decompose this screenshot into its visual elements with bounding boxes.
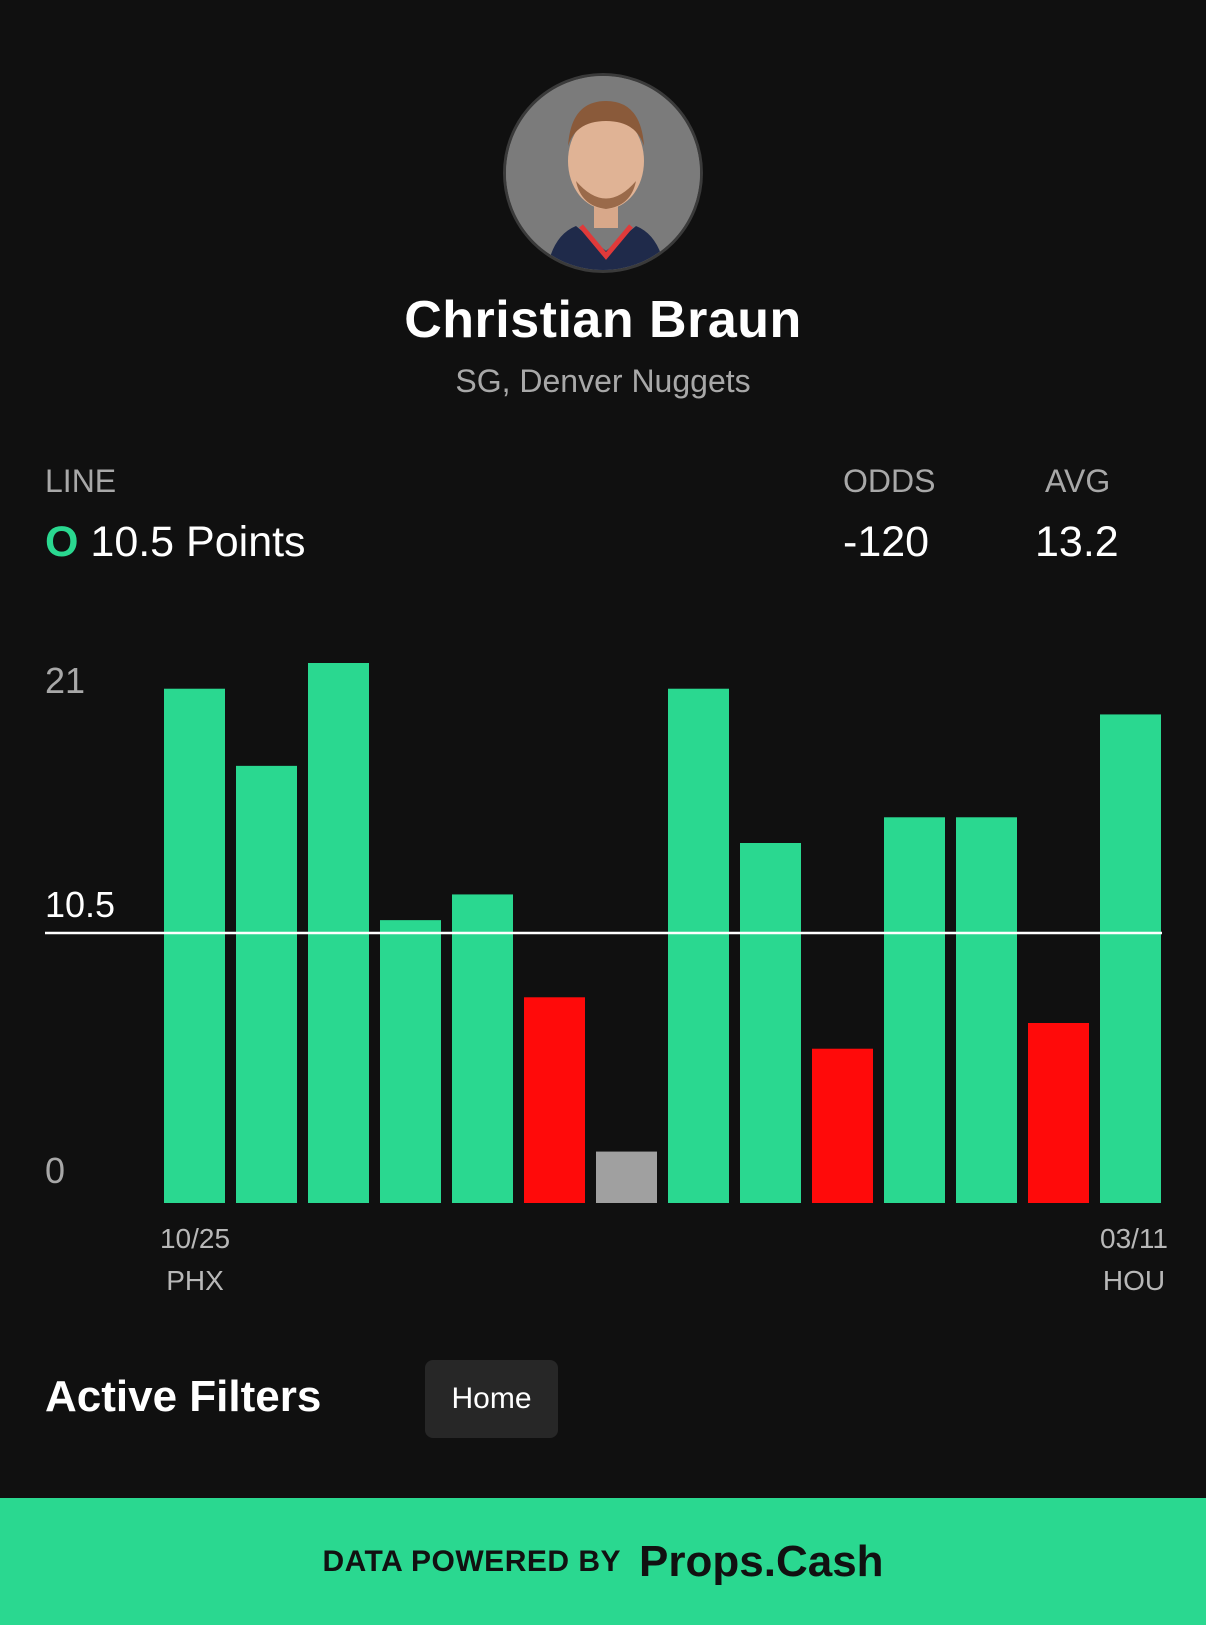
bar-game-6[interactable]: [524, 997, 585, 1203]
x-label-last-team: HOU: [1102, 1265, 1166, 1296]
bar-game-1[interactable]: [164, 688, 225, 1203]
player-name: Christian Braun: [404, 291, 802, 349]
y-tick-max: 21: [45, 660, 86, 701]
bar-game-4[interactable]: [380, 920, 441, 1203]
y-tick-line: 10.5: [45, 884, 116, 925]
player-team-position: SG, Denver Nuggets: [455, 363, 751, 399]
line-value: 10.5 Points: [90, 518, 306, 566]
odds-label: ODDS: [843, 463, 936, 499]
y-tick-zero: 0: [45, 1150, 66, 1191]
over-indicator: O: [45, 518, 79, 566]
bar-game-7[interactable]: [596, 1151, 657, 1203]
player-photo: [506, 76, 700, 270]
bar-game-14[interactable]: [1100, 714, 1161, 1203]
bar-game-13[interactable]: [1028, 1023, 1089, 1203]
bar-game-5[interactable]: [452, 894, 513, 1203]
filter-chip-home[interactable]: Home: [425, 1360, 558, 1438]
x-label-first-date: 10/25: [159, 1223, 231, 1254]
footer-prefix: DATA POWERED BY: [322, 1544, 622, 1578]
bar-game-12[interactable]: [956, 817, 1017, 1203]
bar-game-11[interactable]: [884, 817, 945, 1203]
x-label-last-date: 03/11: [1100, 1223, 1168, 1254]
avg-value: 13.2: [1035, 518, 1119, 566]
bar-game-8[interactable]: [668, 688, 729, 1203]
odds-value: -120: [843, 518, 930, 566]
footer-brand[interactable]: Props.Cash: [639, 1536, 884, 1586]
bar-game-10[interactable]: [812, 1048, 873, 1203]
footer-banner[interactable]: DATA POWERED BY Props.Cash: [0, 1498, 1206, 1625]
player-avatar: [503, 73, 703, 273]
active-filters-title: Active Filters: [45, 1372, 322, 1421]
x-label-first-team: PHX: [166, 1265, 224, 1296]
avg-label: AVG: [1045, 463, 1111, 499]
game-log-chart: [45, 663, 1162, 1203]
bar-game-9[interactable]: [740, 843, 801, 1203]
bar-game-2[interactable]: [236, 765, 297, 1203]
line-value-group: O 10.5 Points: [45, 518, 306, 567]
line-label: LINE: [45, 463, 117, 499]
